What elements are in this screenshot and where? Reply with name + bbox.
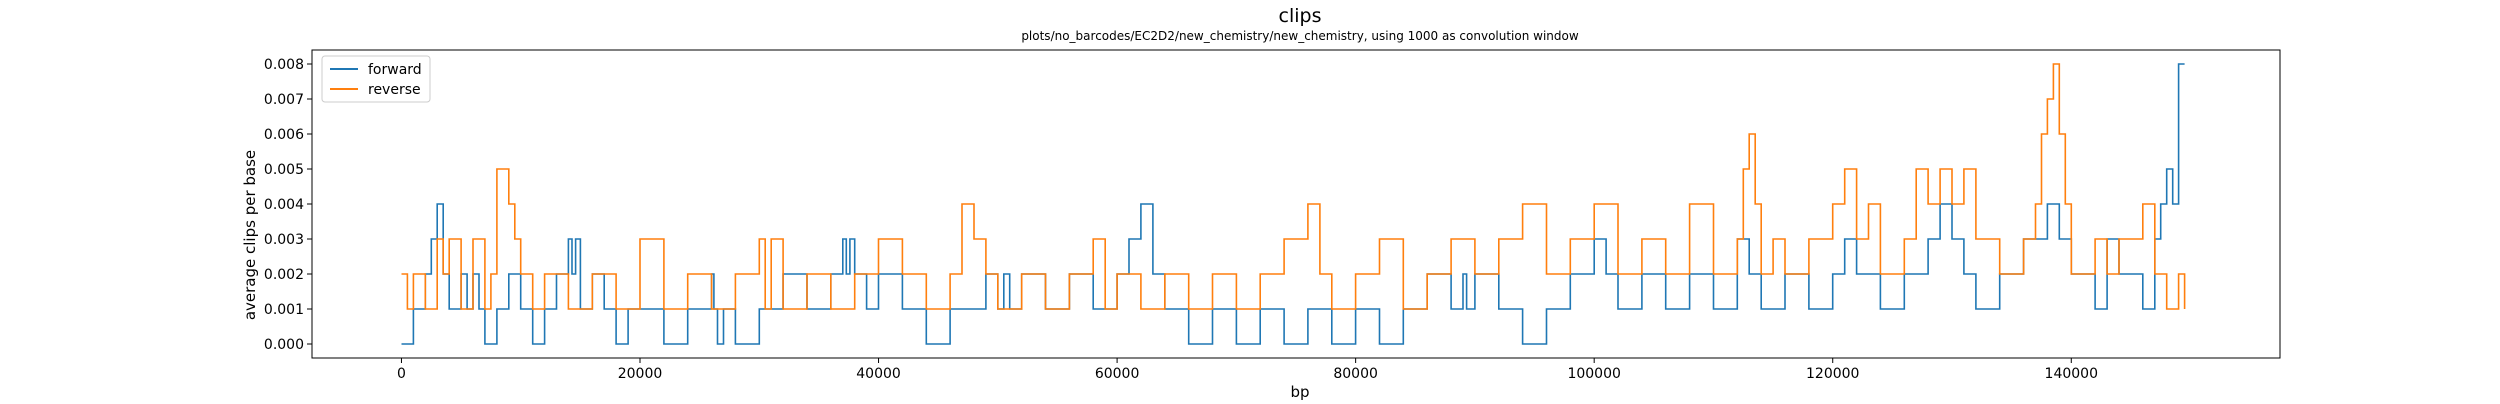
y-tick-label: 0.000	[264, 337, 304, 353]
y-axis-label: average clips per base	[241, 150, 259, 320]
x-tick-label: 0	[397, 366, 406, 382]
plot-frame	[311, 49, 2281, 359]
y-tick-label: 0.002	[264, 267, 304, 283]
chart-title: clips	[1279, 5, 1322, 27]
x-tick-label: 140000	[2045, 366, 2098, 382]
x-tick-label: 20000	[618, 366, 663, 382]
y-tick-label: 0.003	[264, 232, 304, 248]
x-axis-ticks: 0 20000 40000 60000 80000 100000 120000 140000	[397, 358, 2098, 382]
legend-label-forward: forward	[368, 62, 422, 78]
y-tick-label: 0.007	[264, 92, 304, 108]
series-line-forward	[401, 63, 2185, 345]
x-tick-label: 60000	[1095, 366, 1140, 382]
chart-subtitle: plots/no_barcodes/EC2D2/new_chemistry/ne…	[1021, 29, 1579, 43]
series-line-reverse	[401, 63, 2186, 310]
x-axis-label: bp	[1290, 383, 1309, 400]
x-tick-label: 100000	[1567, 366, 1620, 382]
legend: forward reverse	[321, 55, 431, 103]
y-axis-ticks: 0.000 0.001 0.002 0.003 0.004 0.005 0.006 0.007…	[264, 57, 312, 353]
series-layer	[401, 63, 2186, 345]
y-tick-label: 0.005	[264, 162, 304, 178]
x-tick-label: 80000	[1333, 366, 1378, 382]
y-tick-label: 0.001	[264, 302, 304, 318]
y-tick-label: 0.008	[264, 57, 304, 73]
y-tick-label: 0.004	[264, 197, 304, 213]
x-tick-label: 40000	[856, 366, 901, 382]
x-tick-label: 120000	[1806, 366, 1859, 382]
legend-label-reverse: reverse	[368, 82, 421, 98]
y-tick-label: 0.006	[264, 127, 304, 143]
legend-box	[321, 55, 431, 103]
